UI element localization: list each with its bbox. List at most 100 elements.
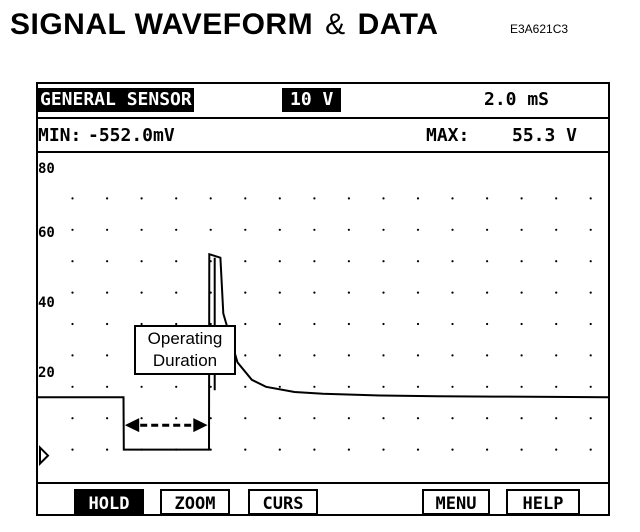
grid-dot xyxy=(416,322,420,326)
grid-dot xyxy=(555,354,558,357)
grid-dot xyxy=(416,197,420,200)
grid-dot xyxy=(520,448,523,451)
max-value: 55.3 V xyxy=(512,125,578,146)
grid-dot xyxy=(175,385,178,388)
grid-dot xyxy=(313,385,316,388)
grid-dot xyxy=(244,322,247,326)
grid-dot xyxy=(589,385,592,388)
grid-dot xyxy=(347,448,350,451)
grid-dot xyxy=(244,291,247,294)
help-button[interactable]: HELP xyxy=(506,489,580,515)
grid-dot xyxy=(106,197,109,200)
grid-dot xyxy=(140,260,143,263)
grid-dot xyxy=(486,385,489,388)
grid-dot xyxy=(313,228,316,231)
curs-button[interactable]: CURS xyxy=(248,489,318,515)
grid-dot xyxy=(555,260,558,263)
grid-dot xyxy=(589,448,592,451)
grid-dot xyxy=(486,354,489,357)
grid-dot xyxy=(589,260,592,263)
grid-dot xyxy=(106,417,109,420)
grid-dot xyxy=(71,385,74,388)
grid-dot xyxy=(382,385,385,388)
grid-dot xyxy=(106,260,109,263)
grid-dot xyxy=(106,354,109,357)
grid-dot xyxy=(347,260,350,263)
annotation-line2: Duration xyxy=(152,351,218,370)
time-div[interactable]: 2.0 mS xyxy=(484,89,550,110)
grid-dot xyxy=(278,260,281,263)
grid-dot xyxy=(140,291,143,294)
grid-dot xyxy=(486,322,489,326)
operating-duration-annotation: Operating Duration xyxy=(134,325,236,375)
grid-dot xyxy=(278,197,281,200)
grid-dot xyxy=(209,417,212,420)
grid-dot xyxy=(416,260,420,263)
grid-dot xyxy=(278,448,281,451)
grid-dot xyxy=(140,385,143,388)
grid-dot xyxy=(589,322,592,326)
grid-dot xyxy=(71,228,74,231)
grid-dot xyxy=(451,197,454,200)
grid-dot xyxy=(347,385,350,388)
y-tick-label: 20 xyxy=(38,365,55,381)
grid-dot xyxy=(486,197,489,200)
grid-dot xyxy=(555,291,558,294)
grid-dot xyxy=(278,291,281,294)
grid-dot xyxy=(451,322,454,326)
grid-dot xyxy=(451,385,454,388)
grid-dot xyxy=(278,385,281,388)
grid-dot xyxy=(486,228,489,231)
grid-dot xyxy=(244,260,247,263)
grid-dot xyxy=(140,228,143,231)
grid-dot xyxy=(589,291,592,294)
grid-dot xyxy=(589,417,592,420)
hold-button[interactable]: HOLD xyxy=(74,489,144,515)
annotation-line1: Operating xyxy=(147,329,223,348)
grid-dot xyxy=(416,228,420,231)
channel-name[interactable]: GENERAL SENSOR xyxy=(38,88,194,112)
menu-button[interactable]: MENU xyxy=(422,489,490,515)
max-label: MAX: xyxy=(426,125,470,146)
grid-dot xyxy=(175,291,178,294)
grid-dot xyxy=(175,228,178,231)
grid-dot xyxy=(175,417,178,420)
grid-dot xyxy=(71,197,74,200)
grid-dot xyxy=(278,354,281,357)
arrow-head-left xyxy=(124,418,140,433)
grid-dot xyxy=(106,322,109,326)
grid-dot xyxy=(209,228,212,231)
waveform-trace xyxy=(38,252,608,451)
grid-dot xyxy=(313,291,316,294)
grid-dot xyxy=(347,197,350,200)
grid-dot xyxy=(416,385,420,388)
grid-dot xyxy=(106,291,109,294)
grid-dot xyxy=(416,417,420,420)
grid-dot xyxy=(486,448,489,451)
grid-dot xyxy=(555,385,558,388)
grid-dot xyxy=(382,417,385,420)
grid-dot xyxy=(520,197,523,200)
grid-dot xyxy=(555,322,558,326)
grid-dot xyxy=(278,417,281,420)
zoom-button[interactable]: ZOOM xyxy=(160,489,230,515)
min-value: -552.0mV xyxy=(88,125,175,146)
grid-dot xyxy=(520,417,523,420)
grid-dot xyxy=(313,197,316,200)
grid-dot xyxy=(140,417,143,420)
grid-dot xyxy=(347,228,350,231)
grid-dot xyxy=(209,197,212,200)
grid-dot xyxy=(71,417,74,420)
grid-dot xyxy=(313,448,316,451)
arrow-head-right xyxy=(193,418,208,433)
grid-dot xyxy=(520,322,523,326)
grid-dot xyxy=(451,291,454,294)
grid-dot xyxy=(71,291,74,294)
grid-dot xyxy=(555,448,558,451)
grid-dot xyxy=(209,385,212,388)
grid-dot xyxy=(244,448,247,451)
volt-div[interactable]: 10 V xyxy=(282,88,342,112)
grid-dot xyxy=(451,417,454,420)
oscilloscope-screen: GENERAL SENSOR 10 V 2.0 mS MIN: -552.0mV… xyxy=(36,82,610,516)
grid-dot xyxy=(486,291,489,294)
